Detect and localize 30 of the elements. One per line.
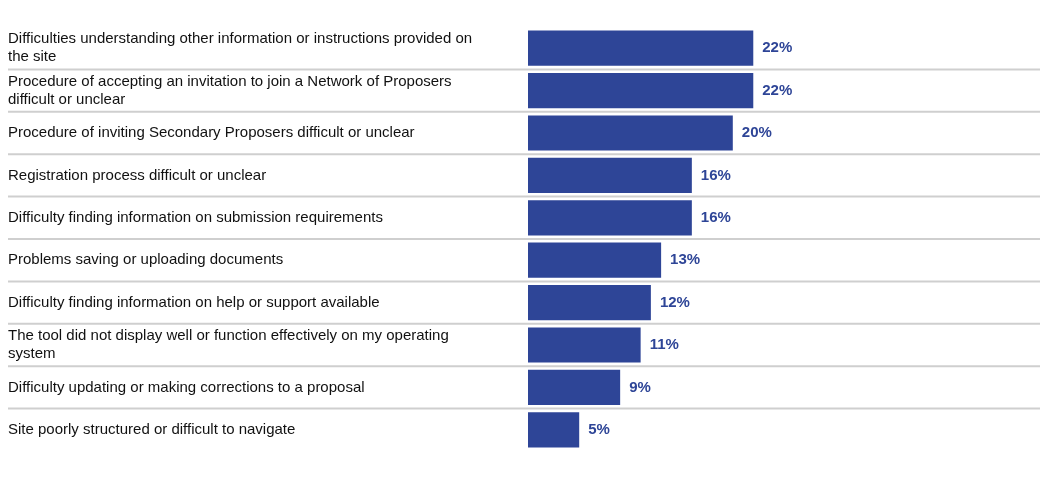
- data-label: 5%: [588, 419, 610, 437]
- y-tick-label: Difficulties understanding other information or instructions provided on the site: [8, 29, 473, 65]
- data-label: 11%: [649, 335, 679, 353]
- data-label: 12%: [659, 292, 690, 310]
- y-tick-label: The tool did not display well or function effectively on my operating system: [8, 326, 449, 362]
- bar: [528, 369, 621, 405]
- y-tick-label: Difficulty finding information on help or support available: [8, 292, 380, 310]
- y-tick-label: Site poorly structured or difficult to navigate: [8, 419, 296, 437]
- bar: [528, 30, 754, 66]
- bar: [528, 115, 733, 151]
- y-tick-label: Procedure of inviting Secondary Proposers difficult or unclear: [8, 123, 415, 141]
- bar: [528, 285, 651, 321]
- bar: [528, 327, 641, 363]
- y-tick-label: Problems saving or uploading documents: [8, 250, 284, 268]
- y-tick-label: Procedure of accepting an invitation to join a Network of Proposers difficult or unclear: [8, 71, 452, 107]
- y-tick-label: Difficulty finding information on submission requirements: [8, 207, 383, 225]
- data-label: 22%: [762, 38, 793, 56]
- y-tick-label: Registration process difficult or unclear: [8, 165, 267, 183]
- bar: [528, 242, 662, 278]
- bar: [528, 200, 692, 236]
- data-label: 13%: [670, 250, 701, 268]
- y-tick-label: Difficulty updating or making corrections to a proposal: [8, 377, 365, 395]
- data-label: 20%: [741, 123, 772, 141]
- data-label: 16%: [700, 165, 731, 183]
- data-label: 9%: [629, 377, 651, 395]
- bar: [528, 412, 580, 448]
- bar: [528, 157, 692, 193]
- data-label: 22%: [762, 80, 793, 98]
- bar: [528, 73, 754, 109]
- data-label: 16%: [700, 207, 731, 225]
